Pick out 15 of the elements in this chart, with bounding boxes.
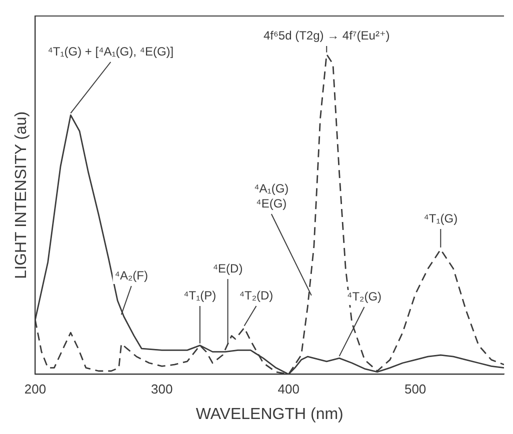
x-axis-title: WAVELENGTH (nm) — [196, 406, 344, 423]
annotation: 4f⁶5d (T2g) → 4f⁷(Eu²⁺) — [263, 28, 390, 42]
annotation: ⁴A₁(G) ⁴E(G) — [254, 181, 289, 210]
annotation: ⁴T₂(D) — [239, 288, 274, 302]
x-tick-label: 300 — [151, 382, 173, 397]
annotation: ⁴A₂(F) — [114, 268, 148, 282]
annotation: ⁴T₁(P) — [184, 288, 216, 302]
annotation: ⁴T₂(G) — [347, 289, 382, 304]
x-tick-label: 400 — [278, 382, 300, 397]
x-tick-label: 500 — [404, 382, 426, 397]
y-axis-title: LIGHT INTENSITY (au) — [13, 111, 30, 279]
annotation: ⁴T₁(G) + [⁴A₁(G), ⁴E(G)] — [48, 44, 174, 58]
annotation: ⁴E(D) — [212, 261, 243, 276]
x-tick-label: 200 — [24, 382, 46, 397]
annotation: ⁴T₁(G) — [424, 211, 458, 226]
